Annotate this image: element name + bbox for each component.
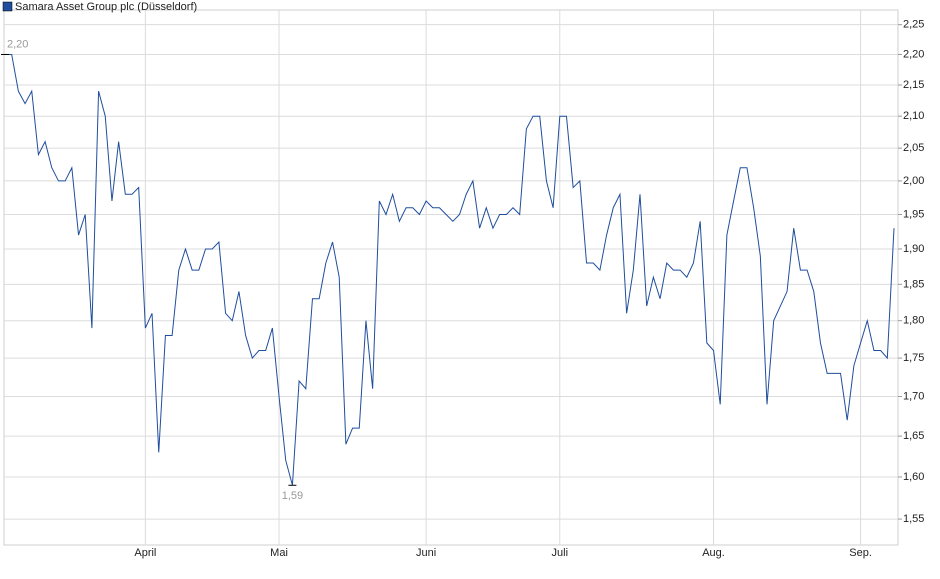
y-tick-label: 2,25 <box>903 19 924 31</box>
plot-frame <box>3 9 899 546</box>
x-tick-label: Juni <box>416 547 436 559</box>
y-tick-label: 2,10 <box>903 110 924 122</box>
y-tick-label: 1,90 <box>903 243 924 255</box>
value-label: 2,20 <box>7 38 28 50</box>
price-line <box>5 53 895 486</box>
y-tick-label: 1,55 <box>903 513 924 525</box>
x-tick-label: Juli <box>552 547 569 559</box>
legend-swatch <box>2 1 13 12</box>
x-tick-label: Sep. <box>849 547 872 559</box>
y-tick-label: 2,20 <box>903 48 924 60</box>
x-tick-label: April <box>134 547 156 559</box>
y-tick-label: 1,70 <box>903 390 924 402</box>
legend-label: Samara Asset Group plc (Düsseldorf) <box>15 1 197 13</box>
x-tick-label: Aug. <box>702 547 725 559</box>
y-tick-label: 2,15 <box>903 79 924 91</box>
y-tick-label: 1,95 <box>903 208 924 220</box>
y-tick-label: 2,00 <box>903 175 924 187</box>
y-tick-label: 1,65 <box>903 430 924 442</box>
y-tick-label: 1,60 <box>903 471 924 483</box>
value-label: 1,59 <box>282 490 303 502</box>
y-tick-label: 1,80 <box>903 315 924 327</box>
y-tick-label: 1,85 <box>903 278 924 290</box>
x-tick-label: Mai <box>270 547 288 559</box>
y-tick-label: 2,05 <box>903 142 924 154</box>
y-tick-label: 1,75 <box>903 352 924 364</box>
